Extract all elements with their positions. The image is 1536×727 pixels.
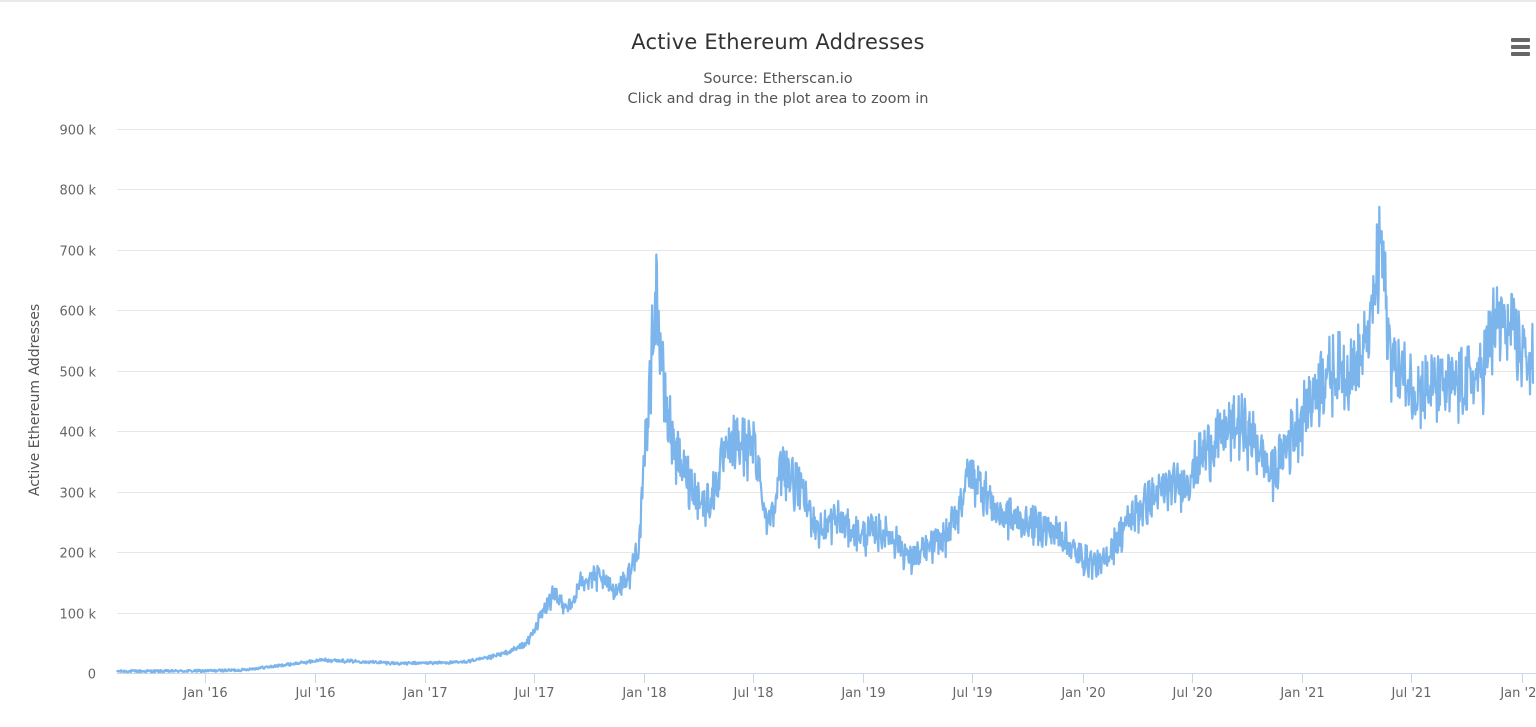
y-tick-label: 100 k — [60, 608, 97, 623]
x-tick-label: Jan '22 — [1499, 686, 1536, 701]
x-tick-label: Jan '17 — [402, 686, 447, 701]
chart-subtitle: Source: Etherscan.io Click and drag in t… — [0, 69, 1536, 109]
x-tick-label: Jan '18 — [621, 686, 666, 701]
x-tick-label: Jul '17 — [514, 686, 555, 701]
y-tick-label: 900 k — [60, 124, 97, 139]
y-tick-label: 200 k — [60, 547, 97, 562]
y-axis-title: Active Ethereum Addresses — [27, 304, 43, 496]
x-tick-label: Jul '21 — [1391, 686, 1432, 701]
y-tick-label: 800 k — [60, 184, 97, 199]
x-tick-label: Jan '19 — [840, 686, 885, 701]
y-tick-label: 700 k — [60, 245, 97, 260]
subtitle-source: Source: Etherscan.io — [703, 71, 853, 87]
top-border — [0, 0, 1536, 2]
x-tick-label: Jan '20 — [1060, 686, 1105, 701]
x-tick-label: Jul '20 — [1172, 686, 1213, 701]
x-tick-label: Jul '16 — [295, 686, 336, 701]
x-tick-label: Jan '16 — [182, 686, 227, 701]
y-tick-label: 600 k — [60, 305, 97, 320]
x-tick-label: Jan '21 — [1279, 686, 1324, 701]
subtitle-hint: Click and drag in the plot area to zoom … — [627, 91, 929, 107]
series-line[interactable] — [116, 205, 1535, 674]
x-tick-label: Jul '18 — [733, 686, 774, 701]
x-tick-label: Jul '19 — [952, 686, 993, 701]
chart-title: Active Ethereum Addresses — [631, 30, 925, 54]
y-tick-label: 0 — [88, 668, 96, 683]
y-tick-label: 500 k — [60, 366, 97, 381]
hamburger-menu-icon[interactable] — [1506, 34, 1534, 60]
y-tick-label: 400 k — [60, 426, 97, 441]
y-tick-label: 300 k — [60, 487, 97, 502]
